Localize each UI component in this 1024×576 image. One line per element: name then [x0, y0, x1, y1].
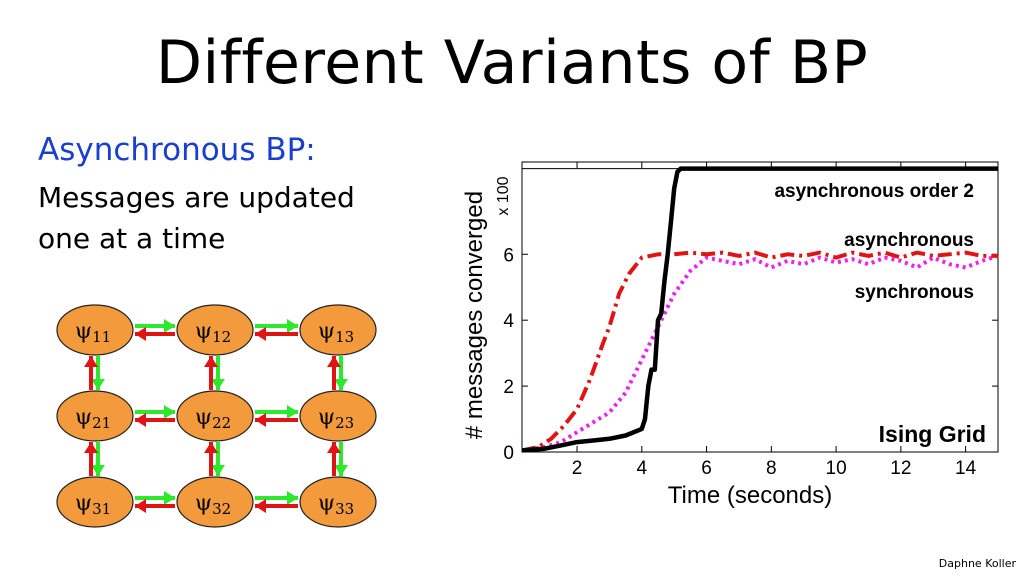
edge-arrow-up-c2r2 — [204, 442, 218, 476]
edge-arrow-backward-r1c2 — [255, 327, 298, 341]
series-line-asynchronous-order-2 — [521, 166, 998, 453]
edge-arrow-down-c2r1 — [211, 356, 225, 390]
x-tick-label-4: 4 — [637, 458, 648, 479]
x-axis-label: Time (seconds) — [668, 482, 832, 509]
grid-node-31: ψ31 — [56, 476, 134, 528]
grid-node-label-32: ψ32 — [195, 491, 231, 518]
series-label-synchronous: synchronous — [855, 282, 974, 303]
series-label-asynchronous: asynchronous — [844, 230, 974, 251]
x-tick-label-10: 10 — [826, 458, 847, 479]
edge-arrow-up-c2r1 — [204, 356, 218, 390]
edge-arrow-forward-r1c2 — [255, 319, 298, 333]
edge-arrow-down-c3r2 — [334, 442, 348, 476]
edge-arrow-down-c2r2 — [211, 442, 225, 476]
x-tick-label-8: 8 — [766, 458, 777, 479]
grid-node-33: ψ33 — [299, 476, 377, 528]
y-tick-label-0: 0 — [503, 443, 514, 464]
edge-arrow-backward-r3c1 — [135, 499, 175, 513]
y-tick-label-2: 2 — [503, 377, 514, 398]
edge-arrow-forward-r3c2 — [255, 491, 298, 505]
grid-node-label-12: ψ12 — [195, 319, 231, 346]
y-axis-multiplier: x 100 — [495, 176, 512, 215]
edge-arrow-forward-r2c1 — [135, 405, 175, 419]
y-tick-label-4: 4 — [503, 311, 514, 332]
ising-grid-diagram: ψ11 ψ12 ψ13 ψ21 ψ22 ψ23 ψ31 ψ32 ψ33 — [56, 304, 377, 528]
bullet-body-line-1: Messages are updated — [38, 181, 355, 214]
x-tick-label-2: 2 — [572, 458, 583, 479]
slide-title: Different Variants of BP — [155, 28, 869, 98]
y-axis-label: # messages converged — [461, 191, 488, 439]
series-label-asynchronous-order-2: asynchronous order 2 — [774, 181, 974, 202]
bullet-heading: Asynchronous BP: — [38, 132, 316, 168]
grid-node-13: ψ13 — [299, 304, 377, 356]
grid-node-12: ψ12 — [176, 304, 254, 356]
plot-area — [521, 161, 999, 453]
edge-arrow-forward-r1c1 — [135, 319, 175, 333]
edge-arrow-forward-r3c1 — [135, 491, 175, 505]
chart-annotation: Ising Grid — [879, 421, 986, 447]
grid-node-32: ψ32 — [176, 476, 254, 528]
grid-node-label-13: ψ13 — [318, 319, 354, 346]
grid-node-label-31: ψ31 — [75, 491, 111, 518]
edge-arrow-backward-r1c1 — [135, 327, 175, 341]
grid-node-label-11: ψ11 — [75, 319, 111, 346]
grid-node-label-23: ψ23 — [318, 405, 354, 432]
footer-author: Daphne Koller — [938, 557, 1016, 570]
edge-arrow-forward-r2c2 — [255, 405, 298, 419]
edge-arrow-down-c1r1 — [91, 356, 105, 390]
grid-node-label-33: ψ33 — [318, 491, 354, 518]
x-tick-label-14: 14 — [955, 458, 977, 479]
edge-arrow-down-c3r1 — [334, 356, 348, 390]
edge-arrow-backward-r3c2 — [255, 499, 298, 513]
grid-node-11: ψ11 — [56, 304, 134, 356]
grid-node-22: ψ22 — [176, 390, 254, 442]
grid-node-23: ψ23 — [299, 390, 377, 442]
y-tick-label-6: 6 — [503, 245, 514, 266]
edge-arrow-backward-r2c2 — [255, 413, 298, 427]
convergence-chart: 2 4 6 8 10 12 14 0 2 4 6 Time (seconds) # messages c… — [461, 161, 999, 509]
series-line-asynchronous — [521, 250, 998, 453]
series-line-synchronous — [521, 253, 999, 453]
grid-node-label-22: ψ22 — [195, 405, 231, 432]
x-tick-label-6: 6 — [701, 458, 712, 479]
edge-arrow-up-c1r2 — [84, 442, 98, 476]
bullet-body-line-2: one at a time — [38, 222, 226, 255]
edge-arrow-up-c1r1 — [84, 356, 98, 390]
x-tick-label-12: 12 — [890, 458, 911, 479]
edge-arrow-backward-r2c1 — [135, 413, 175, 427]
edge-arrow-down-c1r2 — [91, 442, 105, 476]
edge-arrow-up-c3r2 — [327, 442, 341, 476]
edge-arrow-up-c3r1 — [327, 356, 341, 390]
grid-node-label-21: ψ21 — [75, 405, 111, 432]
grid-node-21: ψ21 — [56, 390, 134, 442]
